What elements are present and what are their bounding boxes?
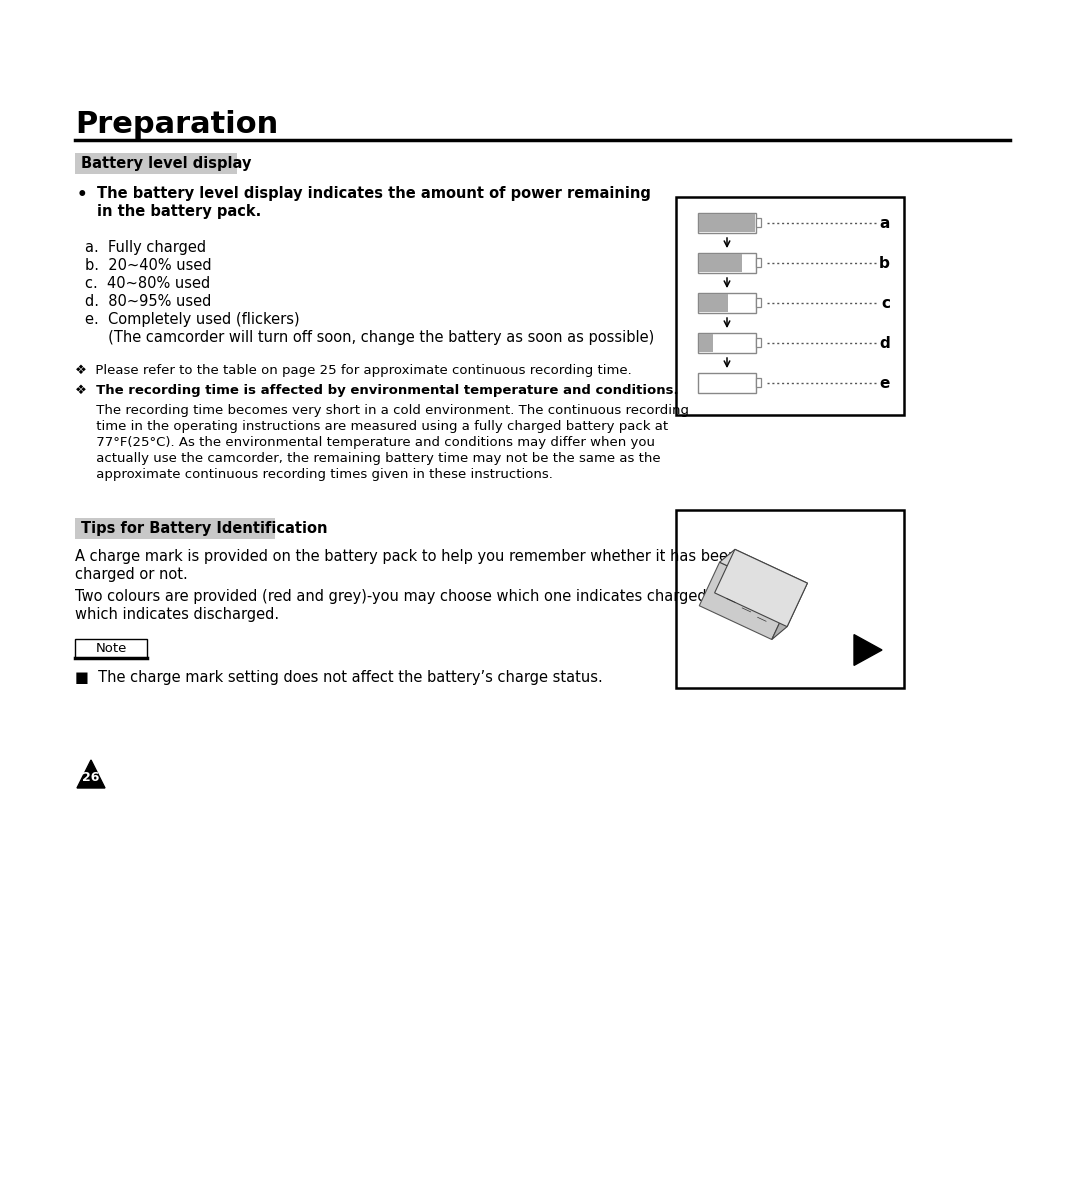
- Bar: [699, 254, 742, 272]
- Text: which indicates discharged.: which indicates discharged.: [75, 607, 279, 621]
- Polygon shape: [715, 550, 808, 626]
- Bar: [698, 253, 756, 273]
- Text: actually use the camcorder, the remaining battery time may not be the same as th: actually use the camcorder, the remainin…: [75, 452, 661, 465]
- Text: d.  80~95% used: d. 80~95% used: [85, 294, 212, 310]
- Text: ■  The charge mark setting does not affect the battery’s charge status.: ■ The charge mark setting does not affec…: [75, 670, 603, 685]
- Bar: [756, 218, 761, 227]
- Bar: [756, 298, 761, 307]
- Text: Battery level display: Battery level display: [81, 157, 252, 171]
- Polygon shape: [699, 563, 792, 639]
- Text: c: c: [881, 297, 890, 312]
- Bar: [676, 197, 904, 415]
- Text: a.  Fully charged: a. Fully charged: [85, 240, 206, 255]
- Bar: [75, 153, 237, 174]
- Polygon shape: [719, 550, 808, 596]
- Polygon shape: [77, 760, 105, 787]
- Text: b.  20~40% used: b. 20~40% used: [85, 258, 212, 273]
- Text: e: e: [879, 377, 890, 392]
- Text: Note: Note: [95, 641, 126, 654]
- Text: d: d: [879, 337, 890, 352]
- Text: Preparation: Preparation: [75, 109, 279, 139]
- Text: (The camcorder will turn off soon, change the battery as soon as possible): (The camcorder will turn off soon, chang…: [85, 330, 654, 345]
- Bar: [699, 334, 713, 352]
- Text: b: b: [879, 257, 890, 272]
- Text: The recording time becomes very short in a cold environment. The continuous reco: The recording time becomes very short in…: [75, 404, 689, 417]
- Text: A charge mark is provided on the battery pack to help you remember whether it ha: A charge mark is provided on the battery…: [75, 548, 738, 564]
- Bar: [698, 293, 756, 313]
- Text: a: a: [879, 217, 890, 232]
- Polygon shape: [727, 598, 735, 603]
- Bar: [698, 213, 756, 233]
- Text: approximate continuous recording times given in these instructions.: approximate continuous recording times g…: [75, 468, 553, 481]
- Text: 77°F(25°C). As the environmental temperature and conditions may differ when you: 77°F(25°C). As the environmental tempera…: [75, 435, 654, 448]
- Bar: [676, 510, 904, 689]
- Text: 26: 26: [82, 771, 99, 784]
- Text: Tips for Battery Identification: Tips for Battery Identification: [81, 521, 327, 536]
- Text: e.  Completely used (flickers): e. Completely used (flickers): [85, 312, 299, 327]
- Polygon shape: [757, 617, 767, 621]
- Text: time in the operating instructions are measured using a fully charged battery pa: time in the operating instructions are m…: [75, 420, 669, 433]
- Bar: [75, 639, 147, 658]
- Bar: [75, 518, 275, 539]
- Polygon shape: [772, 583, 808, 639]
- Bar: [698, 373, 756, 393]
- Text: •: •: [77, 186, 87, 204]
- Text: The battery level display indicates the amount of power remaining: The battery level display indicates the …: [97, 186, 651, 201]
- Bar: [699, 294, 728, 312]
- Text: c.  40~80% used: c. 40~80% used: [85, 275, 211, 291]
- Text: in the battery pack.: in the battery pack.: [97, 204, 261, 219]
- Bar: [699, 214, 755, 232]
- Bar: [756, 378, 761, 387]
- Bar: [756, 258, 761, 267]
- Text: ❖  Please refer to the table on page 25 for approximate continuous recording tim: ❖ Please refer to the table on page 25 f…: [75, 364, 632, 377]
- Bar: [756, 338, 761, 347]
- Polygon shape: [742, 607, 751, 612]
- Text: Two colours are provided (red and grey)-you may choose which one indicates charg: Two colours are provided (red and grey)-…: [75, 588, 739, 604]
- Polygon shape: [854, 634, 882, 665]
- Text: ❖  The recording time is affected by environmental temperature and conditions.: ❖ The recording time is affected by envi…: [75, 384, 678, 397]
- Bar: [698, 333, 756, 353]
- Text: charged or not.: charged or not.: [75, 567, 188, 581]
